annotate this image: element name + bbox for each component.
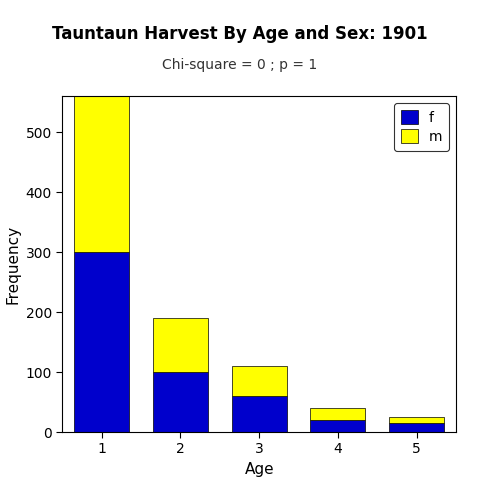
Text: Chi-square = 0 ; p = 1: Chi-square = 0 ; p = 1: [162, 58, 318, 72]
Bar: [232, 396, 287, 432]
Bar: [74, 96, 129, 252]
Legend: f, m: f, m: [394, 103, 449, 151]
Text: Tauntaun Harvest By Age and Sex: 1901: Tauntaun Harvest By Age and Sex: 1901: [52, 24, 428, 43]
Bar: [153, 372, 208, 432]
Bar: [232, 366, 287, 396]
Bar: [153, 318, 208, 372]
X-axis label: Age: Age: [244, 462, 274, 477]
Bar: [311, 420, 365, 432]
Bar: [389, 423, 444, 432]
Bar: [389, 417, 444, 423]
Y-axis label: Frequency: Frequency: [5, 225, 20, 303]
Bar: [311, 408, 365, 420]
Bar: [74, 252, 129, 432]
